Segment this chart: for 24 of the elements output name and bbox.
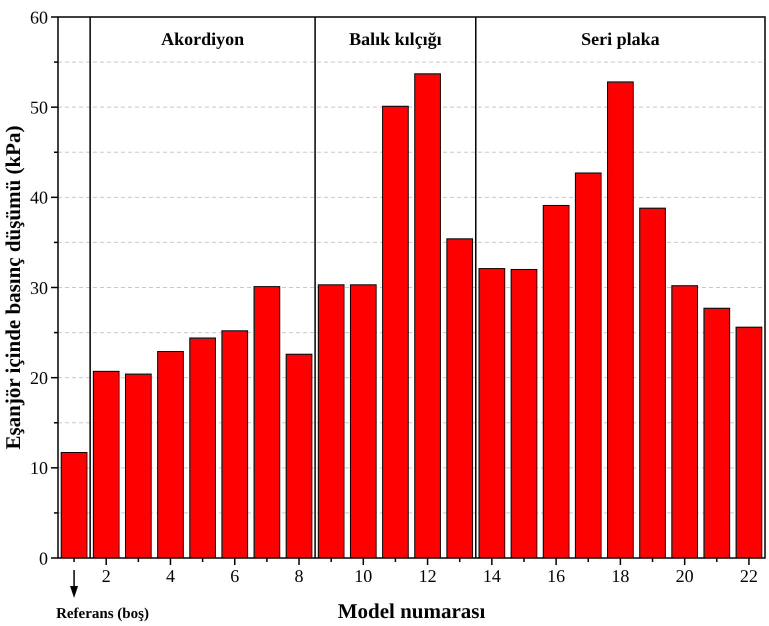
text: Referans (boş) [56, 606, 149, 622]
x-axis-title: Model numarası [338, 599, 486, 623]
x-tick-label: 2 [102, 566, 111, 586]
y-tick-label: 0 [39, 548, 48, 568]
x-tick-label: 4 [166, 566, 175, 586]
x-tick-label: 20 [676, 566, 694, 586]
y-tick-label: 40 [30, 188, 48, 208]
y-tick-label: 20 [30, 368, 48, 388]
annotation: Seri plaka [581, 29, 660, 49]
annotation: Balık kılçığı [349, 29, 442, 49]
x-tick-label: 18 [611, 566, 630, 586]
annotation: Akordiyon [161, 29, 244, 49]
x-tick-label: 6 [230, 566, 240, 586]
x-tick-label: 8 [294, 566, 304, 586]
y-tick-label: 60 [30, 7, 48, 28]
y-tick-label: 50 [30, 97, 48, 118]
y-tick-label: 10 [30, 458, 48, 478]
x-tick-label: 14 [482, 566, 501, 586]
x-tick-label: 12 [418, 566, 437, 586]
y-tick-label: 30 [30, 278, 48, 298]
x-tick-label: 16 [547, 566, 566, 586]
y-axis-title: Eşanjör içinde basınç düşümü (kPa) [1, 125, 25, 450]
x-tick-label: 22 [740, 566, 758, 586]
x-tick-label: 10 [354, 566, 372, 586]
